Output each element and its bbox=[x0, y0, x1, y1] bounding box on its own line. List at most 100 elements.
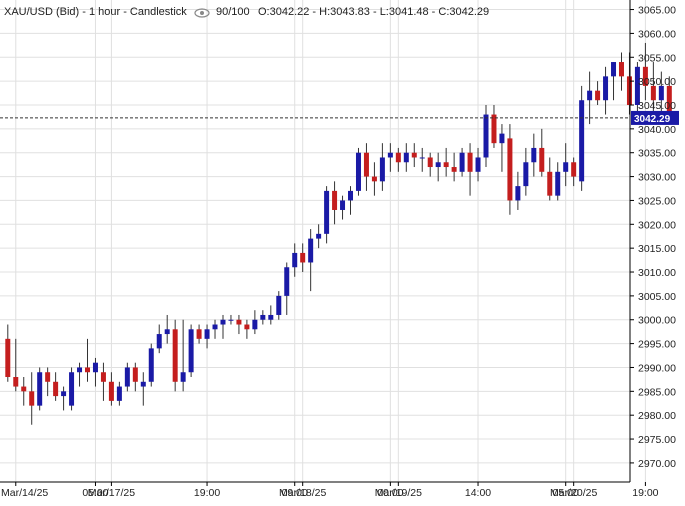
candle-up bbox=[69, 372, 75, 406]
candle-up bbox=[212, 324, 218, 330]
candle-down bbox=[427, 157, 433, 168]
candle-up bbox=[579, 100, 585, 182]
y-tick-label: 3050.00 bbox=[638, 76, 676, 88]
candle-down bbox=[571, 162, 577, 177]
y-tick-label: 3015.00 bbox=[638, 243, 676, 255]
candle-up bbox=[499, 133, 505, 144]
x-tick-label: 05:00 bbox=[553, 487, 579, 499]
y-tick-label: 3010.00 bbox=[638, 267, 676, 279]
candle-down bbox=[363, 152, 369, 177]
candle-down bbox=[626, 76, 632, 105]
candle-down bbox=[467, 152, 473, 172]
candle-down bbox=[21, 386, 27, 392]
x-tick-label: 09:00 bbox=[282, 487, 308, 499]
x-tick-label: 00:00 bbox=[377, 487, 403, 499]
candle-down bbox=[618, 62, 624, 77]
candle-up bbox=[156, 334, 162, 349]
candle-up bbox=[355, 152, 361, 191]
y-tick-label: 3020.00 bbox=[638, 219, 676, 231]
y-tick-label: 3030.00 bbox=[638, 172, 676, 184]
x-tick-label: 05:00 bbox=[82, 487, 108, 499]
candle-up bbox=[220, 319, 226, 325]
candle-up bbox=[563, 162, 569, 172]
y-tick-label: 2985.00 bbox=[638, 386, 676, 398]
candle-up bbox=[435, 162, 441, 168]
last-price-label: 3042.29 bbox=[634, 114, 671, 125]
y-tick-label: 3025.00 bbox=[638, 195, 676, 207]
candle-up bbox=[387, 152, 393, 158]
candle-up bbox=[188, 329, 194, 373]
candle-down bbox=[642, 66, 648, 86]
candle-up bbox=[658, 85, 664, 101]
y-tick-label: 3035.00 bbox=[638, 148, 676, 160]
candle-up bbox=[164, 329, 170, 335]
candle-up bbox=[324, 190, 330, 234]
candle-down bbox=[395, 152, 401, 163]
candle-down bbox=[491, 114, 497, 144]
last-price-box bbox=[631, 110, 679, 125]
x-tick-label: 19:00 bbox=[194, 487, 220, 499]
candle-up bbox=[379, 157, 385, 182]
x-tick-label: 14:00 bbox=[465, 487, 491, 499]
y-tick-label: 3045.00 bbox=[638, 100, 676, 112]
candle-up bbox=[587, 90, 593, 101]
candle-up bbox=[180, 372, 186, 382]
x-tick-label: Mar/18/25 bbox=[279, 487, 326, 499]
candle-up bbox=[603, 76, 609, 101]
candle-down bbox=[100, 372, 106, 382]
candle-up bbox=[340, 200, 346, 210]
candle-up bbox=[61, 391, 67, 397]
y-tick-label: 3065.00 bbox=[638, 5, 676, 17]
x-tick-label: Mar/20/25 bbox=[550, 487, 597, 499]
candle-up bbox=[316, 233, 322, 239]
y-tick-label: 2990.00 bbox=[638, 362, 676, 374]
x-tick-label: Mar/19/25 bbox=[375, 487, 422, 499]
candle-down bbox=[196, 329, 202, 339]
candle-up bbox=[148, 348, 154, 382]
x-tick-label: Mar/14/25 bbox=[1, 487, 48, 499]
candle-down bbox=[13, 377, 19, 387]
candle-up bbox=[92, 362, 98, 373]
candle-up bbox=[475, 157, 481, 172]
candle-down bbox=[666, 85, 672, 118]
candle-down bbox=[371, 176, 377, 182]
x-tick-label: Mar/17/25 bbox=[88, 487, 135, 499]
y-tick-label: 3000.00 bbox=[638, 315, 676, 327]
x-tick-label: 19:00 bbox=[632, 487, 658, 499]
candle-down bbox=[5, 338, 11, 378]
candle-up bbox=[77, 367, 83, 373]
candle-up bbox=[348, 190, 354, 201]
candle-up bbox=[419, 157, 425, 159]
y-tick-label: 3055.00 bbox=[638, 52, 676, 64]
chart-title: XAU/USD (Bid) - 1 hour - Candlestick bbox=[4, 6, 187, 18]
candle-down bbox=[108, 381, 114, 401]
candle-down bbox=[539, 147, 545, 172]
candle-down bbox=[332, 190, 338, 210]
candle-up bbox=[284, 267, 290, 296]
y-tick-label: 3060.00 bbox=[638, 28, 676, 40]
candle-down bbox=[53, 381, 59, 397]
candle-up bbox=[523, 162, 529, 187]
candle-up bbox=[555, 171, 561, 196]
candle-up bbox=[292, 252, 298, 268]
ratio-text: 90/100 bbox=[216, 6, 250, 18]
candle-up bbox=[308, 238, 314, 263]
price-axis[interactable]: 2970.00 2975.00 2980.00 2985.00 2990.00 2995.… bbox=[629, 0, 676, 482]
candle-up bbox=[37, 372, 43, 406]
candle-up bbox=[483, 114, 489, 158]
chart-header: XAU/USD (Bid) - 1 hour - Candlestick 90/… bbox=[4, 6, 489, 18]
candle-up bbox=[228, 319, 234, 321]
gridlines bbox=[0, 0, 646, 482]
candle-down bbox=[29, 391, 35, 406]
candle-down bbox=[132, 367, 138, 382]
candle-up bbox=[268, 314, 274, 320]
eye-icon[interactable] bbox=[194, 8, 210, 18]
candle-up bbox=[260, 314, 266, 320]
candle-up bbox=[515, 186, 521, 201]
candle-up bbox=[204, 329, 210, 339]
candle-down bbox=[451, 167, 457, 172]
y-tick-label: 2980.00 bbox=[638, 410, 676, 422]
